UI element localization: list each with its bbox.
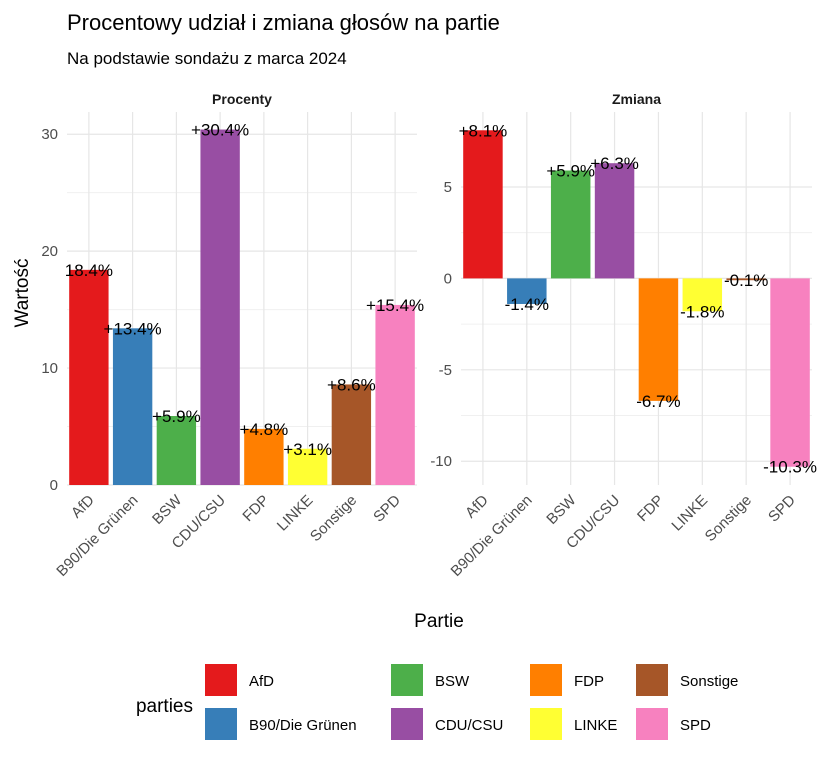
legend-item-cdu-csu: CDU/CSU [391,708,503,740]
legend-swatch [530,664,562,696]
x-tick-label: SPD [765,492,799,526]
x-tick-label: AfD [68,492,98,522]
legend-item-linke: LINKE [530,708,617,740]
bar-spd [375,304,415,485]
data-label-b90-die-gr-nen: +13.4% [104,319,162,338]
y-tick-label: 5 [444,179,452,196]
x-tick-label: FDP [239,492,272,525]
bar-sonstige [331,384,372,485]
data-label-fdp: -6.7% [636,392,680,411]
data-label-spd: -10.3% [763,458,817,477]
legend-swatch [530,708,562,740]
legend-item-spd: SPD [636,708,711,740]
legend-swatch [391,664,423,696]
data-label-linke: +3.1% [283,440,332,459]
data-label-spd: +15.4% [366,296,424,315]
data-label-b90-die-gr-nen: -1.4% [505,295,549,314]
x-tick-label: Sonstige [702,492,755,545]
legend-swatch [205,708,237,740]
y-tick-label: -10 [430,453,452,470]
x-tick-label: B90/Die Grünen [53,492,141,580]
legend-title: parties [136,696,193,717]
bar-bsw [156,416,197,485]
x-axis-title: Partie [414,611,464,632]
bar-linke [287,448,328,485]
data-label-linke: -1.8% [680,302,724,321]
x-tick-label: B90/Die Grünen [448,492,536,580]
x-tick-label: LINKE [274,492,317,535]
legend-label: CDU/CSU [435,717,503,734]
y-tick-label: 20 [41,243,58,260]
x-tick-label: Sonstige [307,492,360,545]
y-tick-label: 10 [41,360,58,377]
bar-b90-die-gr-nen [112,328,153,485]
x-tick-label: BSW [543,491,580,528]
chart-title: Procentowy udział i zmiana głosów na par… [67,10,500,35]
legend-item-afd: AfD [205,664,274,696]
data-label-sonstige: +8.6% [327,375,376,394]
legend-label: Sonstige [680,673,738,690]
legend-swatch [636,664,668,696]
legend-label: AfD [249,673,274,690]
x-tick-label: AfD [462,492,492,522]
bar-afd [69,269,109,485]
y-tick-label: -5 [439,362,452,379]
legend-item-fdp: FDP [530,664,604,696]
legend: parties AfD B90/Die Grünen BSW CDU/CSU FDP LIN… [136,664,738,740]
x-tick-label: SPD [370,492,404,526]
legend-label: LINKE [574,717,617,734]
legend-item-b90-die-gr-nen: B90/Die Grünen [205,708,357,740]
y-axis-title: Wartość [12,259,33,328]
x-tick-label: FDP [634,492,667,525]
bar-fdp [638,278,679,401]
bar-sonstige [726,278,766,281]
panel-title: Zmiana [612,91,661,107]
bar-spd [770,278,810,467]
bar-fdp [244,428,284,485]
legend-item-sonstige: Sonstige [636,664,738,696]
data-label-cdu-csu: +30.4% [191,121,249,140]
data-label-afd: 18.4% [65,261,113,280]
legend-swatch [205,664,237,696]
chart-subtitle: Na podstawie sondażu z marca 2024 [67,49,347,68]
panel-procenty: 0 10 20 30 Procenty 18.4% +13.4% +5.9% +30.4% +4.… [41,91,424,580]
y-tick-label: 30 [41,126,58,143]
bar-cdu-csu [594,163,635,279]
legend-item-bsw: BSW [391,664,470,696]
data-label-bsw: +5.9% [546,162,595,181]
bar-bsw [550,170,591,279]
data-label-fdp: +4.8% [240,420,289,439]
data-label-cdu-csu: +6.3% [590,154,639,173]
panel-title: Procenty [212,91,272,107]
legend-swatch [391,708,423,740]
y-tick-label: 0 [50,477,58,494]
bar-linke [682,278,723,312]
legend-label: SPD [680,717,711,734]
data-label-bsw: +5.9% [152,407,201,426]
y-tick-label: 0 [444,270,452,287]
panel-zmiana: -10 -5 0 5 Zmiana +8.1% -1.4% +5.9%+6.3% -6.7% -1… [430,91,817,580]
data-label-afd: +8.1% [459,121,508,140]
panels: 0 10 20 30 Procenty 18.4% +13.4% +5.9% +30.4% +4.… [41,91,817,580]
legend-label: FDP [574,673,604,690]
legend-label: B90/Die Grünen [249,717,357,734]
bar-b90-die-gr-nen [507,278,547,304]
bar-afd [463,130,503,279]
x-tick-label: LINKE [668,492,711,535]
x-tick-label: BSW [149,491,186,528]
legend-swatch [636,708,668,740]
bar-cdu-csu [200,129,240,485]
legend-label: BSW [435,673,470,690]
data-label-sonstige: -0.1% [724,271,768,290]
